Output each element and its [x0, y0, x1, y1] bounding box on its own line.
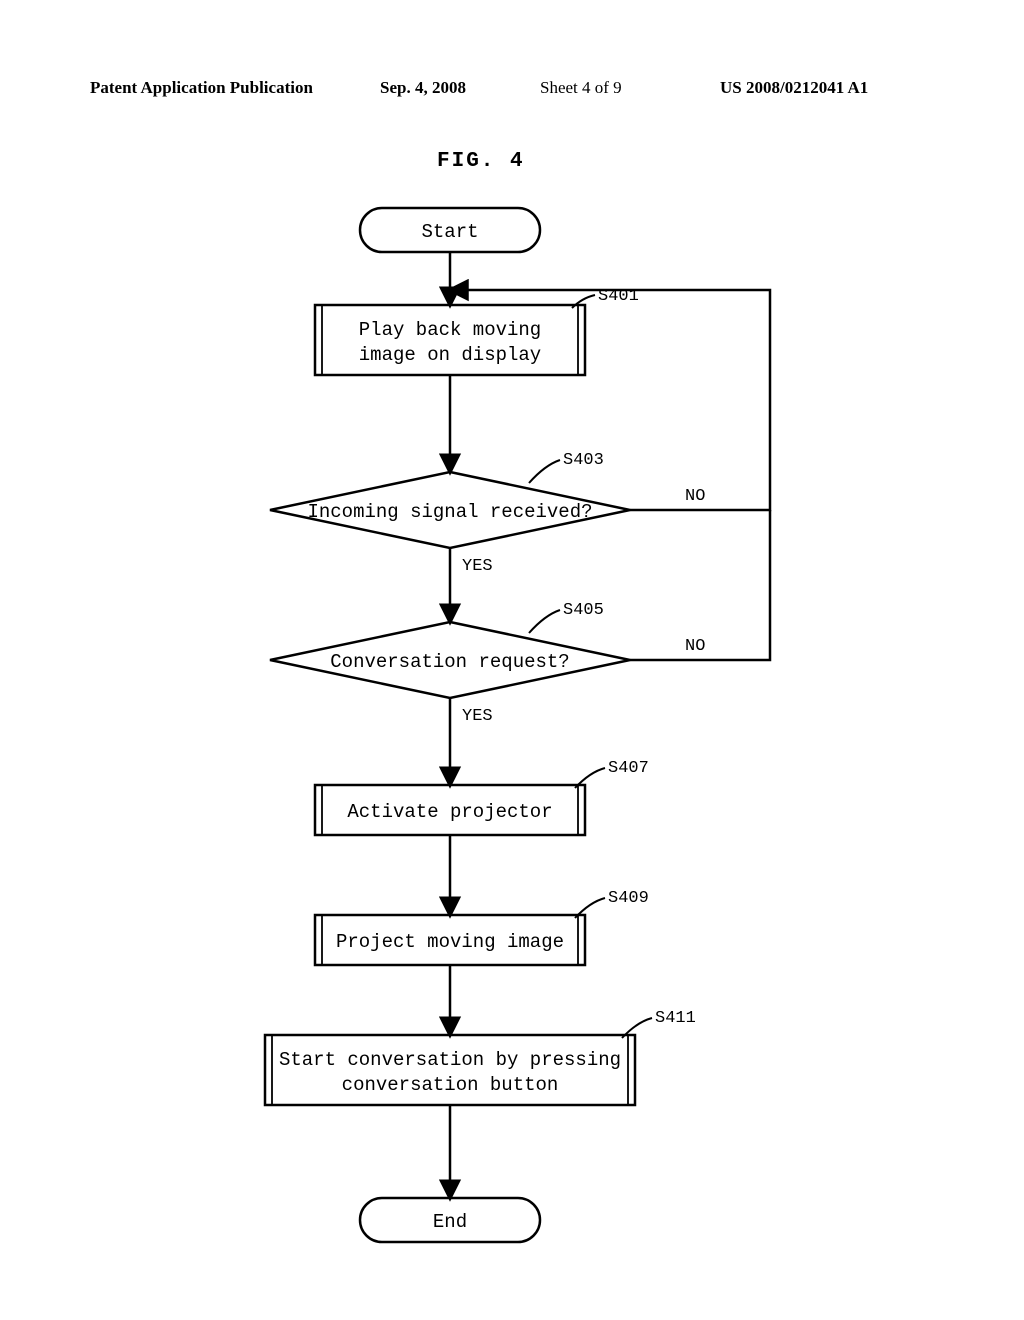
header-pubnum: US 2008/0212041 A1: [720, 78, 868, 98]
node-end: End: [360, 1198, 540, 1242]
flowchart: Start Play back moving image on display …: [0, 200, 1024, 1320]
header-date: Sep. 4, 2008: [380, 78, 466, 98]
node-s409: Project moving image: [315, 915, 585, 965]
s401-line2: image on display: [359, 344, 541, 366]
s401-line1: Play back moving: [359, 319, 541, 341]
s407-ref: S407: [608, 759, 649, 778]
node-s407: Activate projector: [315, 785, 585, 835]
node-s405: Conversation request?: [270, 622, 630, 698]
s403-yes: YES: [462, 557, 493, 576]
header-publication: Patent Application Publication: [90, 78, 313, 98]
s409-ref: S409: [608, 889, 649, 908]
node-start: Start: [360, 208, 540, 252]
s405-ref: S405: [563, 601, 604, 620]
node-s411: Start conversation by pressing conversat…: [265, 1035, 635, 1105]
s405-yes: YES: [462, 707, 493, 726]
s409-label: Project moving image: [336, 931, 564, 953]
s411-ref: S411: [655, 1009, 696, 1028]
node-s403: Incoming signal received?: [270, 472, 630, 548]
node-s401: Play back moving image on display: [315, 305, 585, 375]
s403-label: Incoming signal received?: [307, 501, 592, 523]
s405-label: Conversation request?: [330, 651, 569, 673]
s411-line2: conversation button: [342, 1074, 559, 1096]
end-label: End: [433, 1211, 467, 1233]
header-sheet: Sheet 4 of 9: [540, 78, 622, 98]
s405-no: NO: [685, 637, 705, 656]
s403-no: NO: [685, 487, 705, 506]
s411-line1: Start conversation by pressing: [279, 1049, 621, 1071]
start-label: Start: [421, 221, 478, 243]
s407-label: Activate projector: [347, 801, 552, 823]
figure-title: FIG. 4: [437, 150, 525, 173]
s403-ref: S403: [563, 451, 604, 470]
